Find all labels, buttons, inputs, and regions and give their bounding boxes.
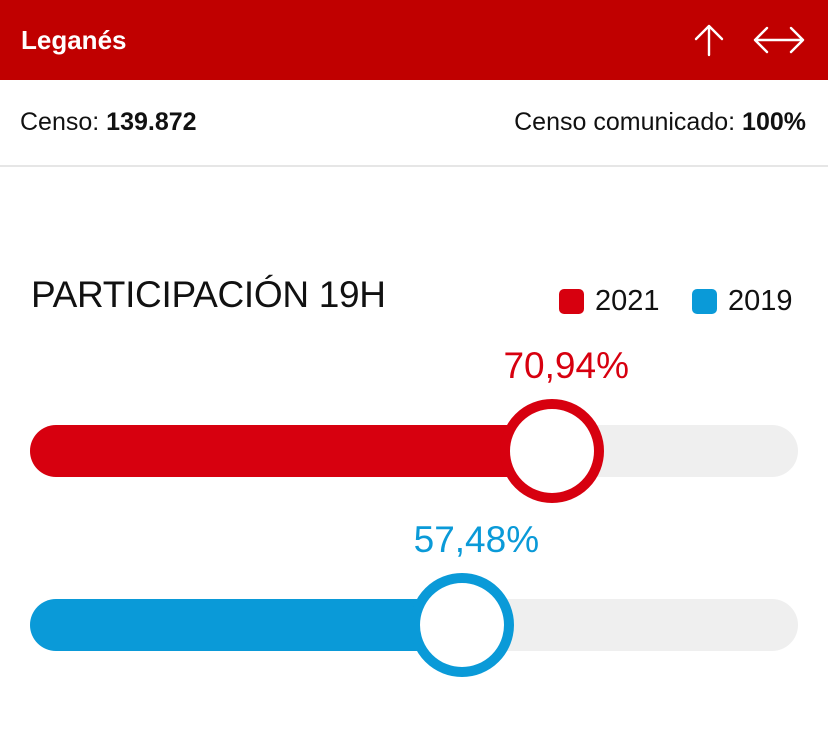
legend-item-2019: 2019 — [692, 285, 793, 318]
slider-fill-2021 — [30, 425, 553, 477]
slider-knob-2019[interactable] — [410, 573, 515, 677]
slider-knob-2021[interactable] — [500, 399, 605, 503]
app-header: Leganés — [0, 0, 828, 80]
slider-2021[interactable] — [30, 399, 798, 503]
legend-item-2021: 2021 — [559, 285, 660, 318]
census-value: 139.872 — [106, 108, 197, 136]
census-total: Censo: 139.872 — [20, 108, 197, 137]
legend-swatch-2019 — [692, 289, 717, 314]
legend-label-2019: 2019 — [728, 285, 793, 317]
arrow-up-icon[interactable] — [692, 23, 726, 57]
slider-2019[interactable] — [30, 573, 798, 677]
header-actions — [692, 23, 806, 57]
municipality-title: Leganés — [21, 24, 127, 55]
census-reported-value: 100% — [742, 108, 806, 136]
value-label-2021: 70,94% — [503, 345, 629, 386]
census-bar: Censo: 139.872 Censo comunicado: 100% — [0, 80, 828, 167]
census-reported: Censo comunicado: 100% — [514, 108, 806, 137]
census-reported-label: Censo comunicado: — [514, 108, 736, 136]
section-title: PARTICIPACIÓN 19H — [31, 274, 386, 315]
legend-label-2021: 2021 — [595, 285, 660, 317]
value-label-2019: 57,48% — [413, 519, 540, 560]
census-label: Censo: — [20, 108, 100, 136]
arrow-left-right-icon[interactable] — [752, 25, 806, 55]
slider-fill-2019 — [30, 599, 463, 651]
legend-swatch-2021 — [559, 289, 584, 314]
